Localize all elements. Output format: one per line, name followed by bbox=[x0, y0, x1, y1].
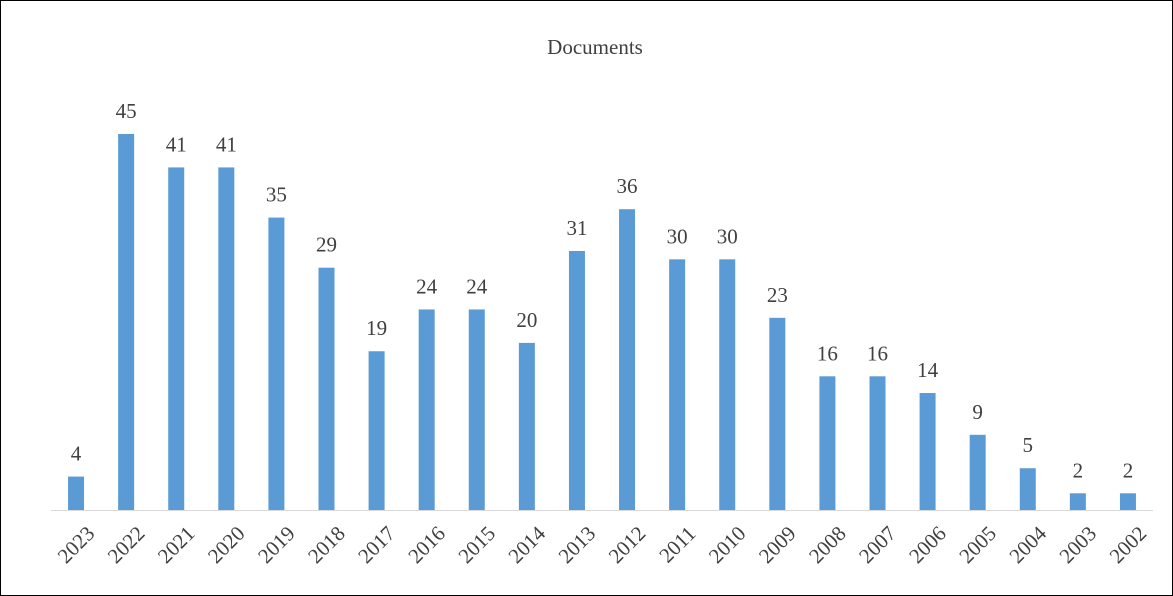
bar bbox=[118, 134, 135, 510]
data-label: 30 bbox=[667, 224, 688, 248]
bar bbox=[418, 309, 435, 510]
bar bbox=[819, 376, 836, 510]
data-label: 14 bbox=[917, 358, 939, 382]
data-label: 2 bbox=[1123, 458, 1134, 482]
bar bbox=[869, 376, 886, 510]
bar bbox=[218, 167, 235, 510]
bar bbox=[518, 342, 535, 510]
data-label: 36 bbox=[617, 174, 638, 198]
data-label: 19 bbox=[366, 316, 387, 340]
bar bbox=[1119, 493, 1136, 510]
data-label: 4 bbox=[71, 442, 82, 466]
bar bbox=[1019, 468, 1036, 510]
bar bbox=[619, 209, 636, 510]
bar bbox=[719, 259, 736, 510]
data-label: 16 bbox=[867, 341, 888, 365]
bar bbox=[168, 167, 185, 510]
bar bbox=[1069, 493, 1086, 510]
bar bbox=[769, 317, 786, 510]
bar bbox=[919, 393, 936, 510]
data-label: 2 bbox=[1073, 458, 1084, 482]
data-label: 30 bbox=[717, 224, 738, 248]
bar bbox=[969, 434, 986, 510]
data-label: 35 bbox=[266, 183, 287, 207]
data-label: 45 bbox=[116, 99, 137, 123]
data-label: 24 bbox=[416, 274, 438, 298]
data-label: 41 bbox=[216, 132, 237, 156]
chart-title: Documents bbox=[547, 35, 643, 59]
bar bbox=[368, 351, 385, 510]
data-label: 9 bbox=[972, 400, 983, 424]
data-label: 41 bbox=[166, 132, 187, 156]
data-label: 24 bbox=[466, 274, 488, 298]
data-label: 23 bbox=[767, 283, 788, 307]
data-label: 20 bbox=[516, 308, 537, 332]
data-label: 5 bbox=[1023, 433, 1034, 457]
bar bbox=[68, 476, 85, 510]
bar bbox=[568, 250, 585, 510]
bar bbox=[669, 259, 686, 510]
data-label: 29 bbox=[316, 233, 337, 257]
data-label: 31 bbox=[566, 216, 587, 240]
bar bbox=[318, 267, 335, 510]
bar bbox=[468, 309, 485, 510]
bar bbox=[268, 217, 285, 511]
data-label: 16 bbox=[817, 341, 838, 365]
